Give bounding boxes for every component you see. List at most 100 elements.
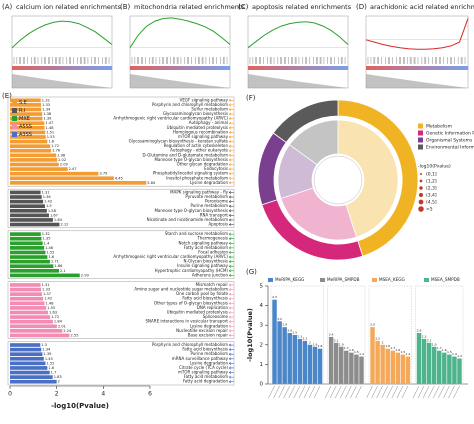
arrow: [228, 380, 234, 384]
category-label: DNA replication: [197, 305, 229, 310]
category-stub: [350, 385, 357, 399]
arrow: [228, 172, 234, 176]
rank-metric: [130, 74, 230, 88]
category-stub: [371, 385, 378, 399]
rank-cell: [72, 66, 78, 70]
rank-cell: [97, 66, 103, 70]
rank-cell: [160, 66, 166, 70]
pvalue-dot: [420, 173, 422, 175]
bar: [10, 148, 52, 153]
arrow: [228, 153, 234, 157]
rank-cell: [343, 66, 349, 70]
legend-swatch: [418, 130, 423, 136]
bar: [10, 310, 49, 315]
category-label: Adherens junction: [192, 272, 229, 277]
value-label: 1.42: [44, 297, 52, 301]
category-label: Nicotinate and nicotinamide metabolism: [147, 217, 228, 222]
rank-cell: [258, 66, 264, 70]
value-label: 1.38: [43, 112, 52, 116]
rank-cell: [248, 66, 254, 70]
category-stub: [386, 385, 393, 399]
arrow: [228, 195, 234, 199]
value-label: 2.12: [60, 223, 68, 227]
rank-cell: [170, 66, 176, 70]
group-frame: [270, 285, 324, 385]
value-label: 1.32: [42, 98, 50, 102]
rank-cell: [293, 66, 299, 70]
arrow: [228, 329, 234, 333]
category-label: Endocytosis: [204, 166, 228, 171]
category-label: Fatty acid biosynthesis: [182, 296, 228, 301]
category-label: Focal adhesion: [198, 249, 228, 254]
arrow: [228, 167, 234, 171]
category-label: Apoptosis: [208, 222, 228, 227]
panel-label: (G): [246, 268, 257, 276]
bar: [10, 158, 58, 162]
pvalue-legend-title: -log10(Pvalue): [418, 164, 451, 170]
legend-swatch: [12, 132, 17, 137]
enrichment-curve: [247, 21, 349, 49]
panel-title: apoptosis related enrichments: [252, 3, 352, 11]
arrow: [228, 213, 234, 217]
arrow: [228, 176, 234, 180]
group-frame: [415, 285, 464, 385]
value-label: 1.4: [452, 352, 457, 356]
value-label: 1.5: [354, 350, 359, 354]
rank-cell: [381, 66, 387, 70]
category-label: Autophagy - animal: [189, 120, 228, 125]
arrow: [228, 324, 234, 328]
rank-cell: [180, 66, 186, 70]
panel-label: (C): [238, 3, 249, 11]
rank-cell: [205, 66, 211, 70]
category-stub: [278, 385, 285, 399]
value-label: 1.98: [57, 153, 66, 157]
category-label: Ubiquitin mediated proteolysis: [167, 125, 228, 130]
bar: [10, 204, 45, 209]
arrow: [228, 126, 234, 130]
rank-cell: [406, 66, 413, 70]
value-label: 1.5: [46, 204, 52, 208]
rank-cell: [87, 66, 93, 70]
value-label: 2.5: [292, 331, 297, 335]
value-label: 1.7: [390, 346, 395, 350]
category-label: Mannose type O-glycan biosynthesis: [154, 208, 228, 213]
bar: [10, 241, 43, 246]
bar: [10, 259, 50, 264]
rank-cell: [77, 66, 83, 70]
legend-label: MSEA_KEGG: [379, 277, 405, 282]
class-segment: [272, 99, 339, 143]
category-label: Lysine degradation: [190, 180, 228, 185]
category-label: Purine metabolism: [191, 203, 229, 208]
bar: [10, 130, 46, 135]
rank-cell: [42, 66, 48, 70]
rank-cell: [62, 66, 68, 70]
rank-cell: [371, 66, 377, 70]
arrow: [228, 260, 234, 264]
value-label: 1.4: [406, 352, 411, 356]
rank-cell: [283, 66, 289, 70]
bar: [457, 358, 462, 384]
rank-cell: [165, 66, 171, 70]
rank-cell: [82, 66, 88, 70]
value-label: 1.31: [42, 283, 50, 287]
arrow: [228, 348, 234, 352]
value-label: 2.6: [287, 329, 292, 333]
value-label: 1.37: [43, 292, 51, 296]
value-label: 1.34: [42, 107, 51, 111]
panel-label: (B): [120, 3, 131, 11]
y-tick-label: 3: [260, 323, 264, 329]
rank-cell: [195, 66, 201, 70]
x-tick-label: 2: [55, 391, 59, 398]
category-label: Other glycan degradation: [177, 162, 229, 167]
value-label: 1.6: [442, 348, 447, 352]
pvalue-dot: [418, 199, 424, 205]
category-label: Spliceosome: [203, 314, 229, 319]
category-stub: [417, 385, 425, 399]
arrow: [228, 98, 234, 102]
rank-cell: [27, 66, 33, 70]
arrow: [228, 103, 234, 107]
rank-cell: [273, 66, 279, 70]
legend-swatch: [418, 137, 423, 143]
value-label: 2.9: [282, 323, 287, 327]
